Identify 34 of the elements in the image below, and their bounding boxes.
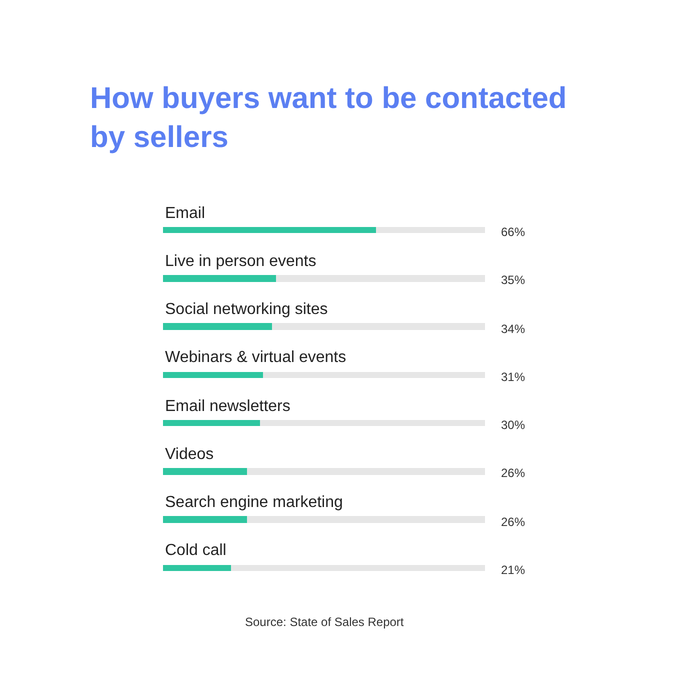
data-label: 31% — [501, 370, 526, 384]
bar — [163, 516, 247, 523]
y-tick-label: Email newsletters — [165, 398, 290, 415]
bar — [231, 565, 485, 571]
bar — [163, 565, 231, 571]
bar — [376, 227, 485, 233]
bar — [163, 420, 260, 426]
y-tick-label: Videos — [165, 446, 214, 463]
source-note: Source: State of Sales Report — [245, 615, 404, 629]
bar — [276, 275, 485, 282]
data-label: 30% — [501, 418, 526, 432]
y-tick-label: Webinars & virtual events — [165, 349, 346, 366]
bar — [163, 323, 272, 330]
y-tick-label: Social networking sites — [165, 301, 328, 318]
bar — [263, 372, 485, 378]
data-label: 21% — [501, 563, 526, 577]
bar — [272, 323, 485, 330]
bar — [163, 227, 376, 233]
bar — [163, 468, 247, 475]
data-label: 26% — [501, 466, 526, 480]
bar — [247, 516, 485, 523]
chart-title: How buyers want to be contacted by sellers — [90, 82, 567, 154]
bar — [247, 468, 485, 475]
bar — [163, 372, 263, 378]
data-label: 34% — [501, 322, 526, 336]
bar — [260, 420, 485, 426]
y-tick-label: Live in person events — [165, 253, 316, 270]
data-label: 66% — [501, 225, 526, 239]
y-tick-label: Search engine marketing — [165, 494, 343, 511]
bar — [163, 275, 276, 282]
y-tick-label: Cold call — [165, 542, 226, 559]
data-label: 35% — [501, 273, 526, 287]
data-label: 26% — [501, 515, 526, 529]
y-tick-label: Email — [165, 205, 206, 222]
